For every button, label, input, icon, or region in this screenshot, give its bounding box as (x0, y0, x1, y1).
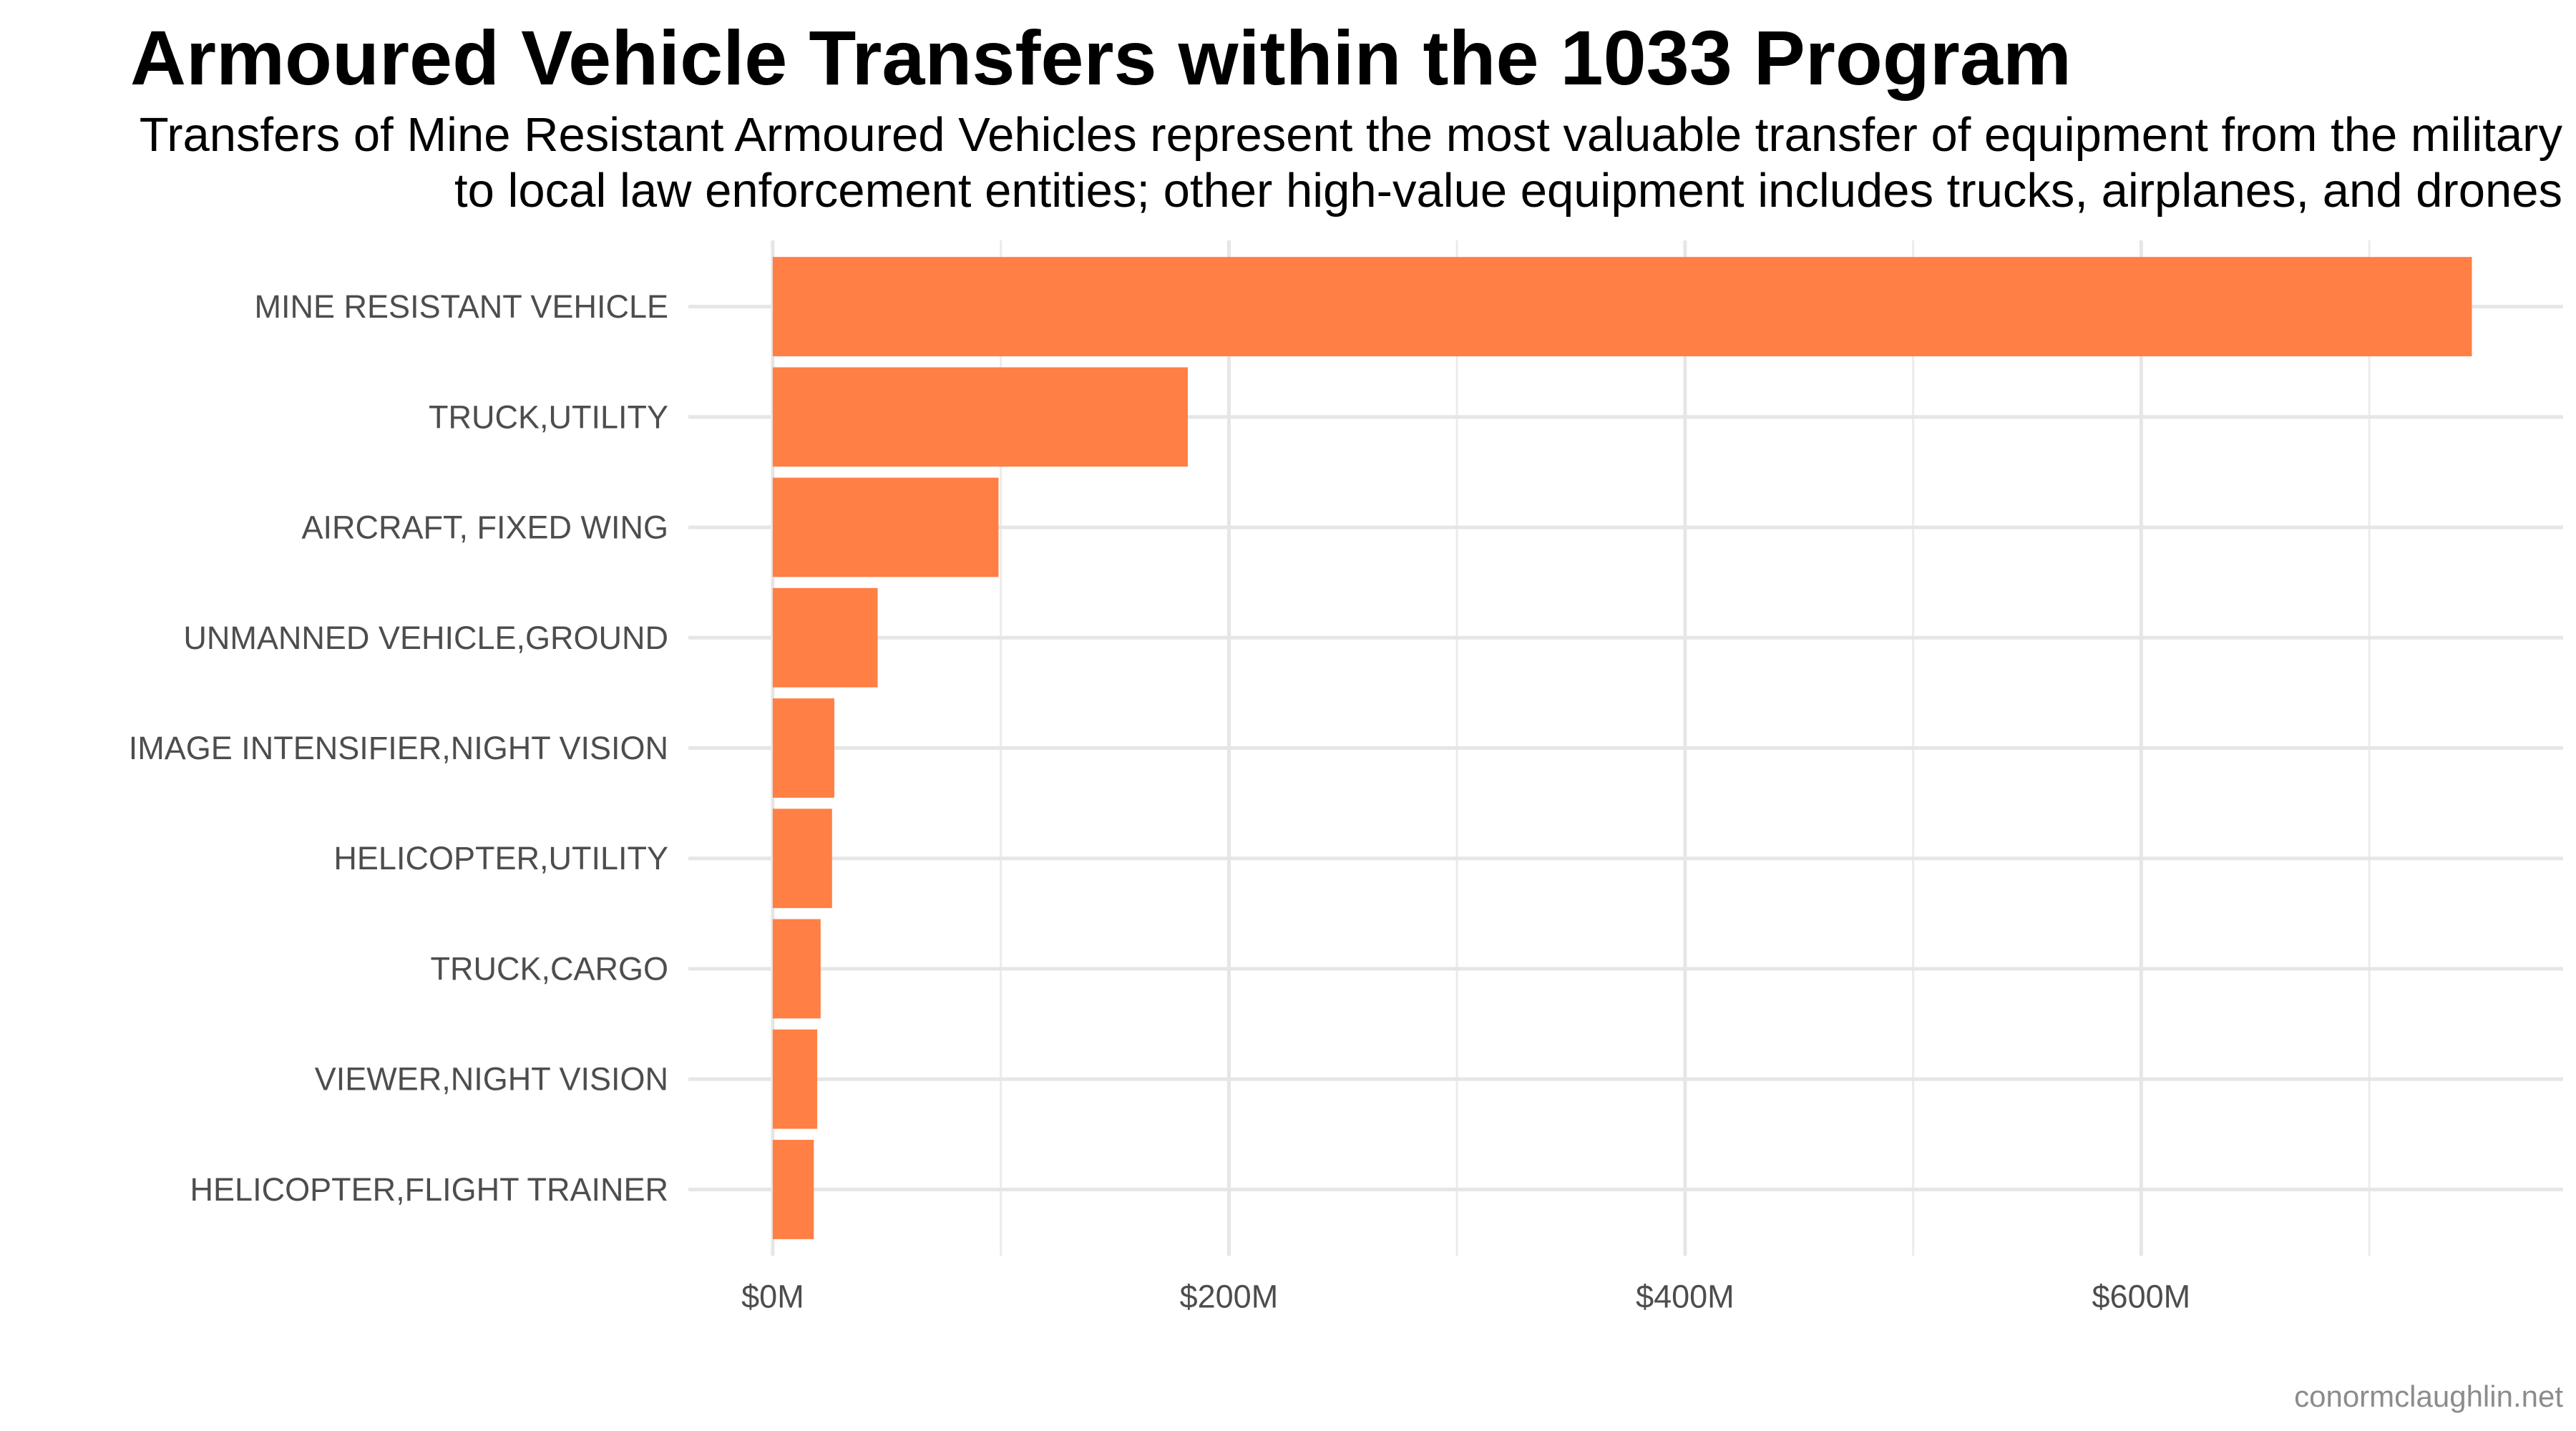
bar (772, 477, 999, 577)
bar (772, 809, 832, 909)
bar (772, 367, 1189, 467)
category-label: IMAGE INTENSIFIER,NIGHT VISION (129, 730, 668, 766)
category-label: HELICOPTER,UTILITY (333, 840, 668, 876)
category-label: VIEWER,NIGHT VISION (315, 1061, 668, 1098)
x-tick-label: $0M (741, 1279, 804, 1315)
category-label: HELICOPTER,FLIGHT TRAINER (190, 1171, 668, 1208)
value-axis-labels: $0M $200M $400M $600M (741, 1279, 2190, 1315)
bar (772, 1029, 818, 1129)
category-label: MINE RESISTANT VEHICLE (255, 288, 668, 325)
bars (772, 257, 2472, 1239)
bar (772, 1140, 814, 1239)
bar (772, 587, 878, 688)
x-tick-label: $400M (1636, 1279, 1735, 1315)
category-axis-labels: MINE RESISTANT VEHICLE TRUCK,UTILITY AIRCR… (129, 288, 668, 1208)
chart-subtitle-line-2: to local law enforcement entities; other… (454, 164, 2562, 218)
x-tick-label: $200M (1180, 1279, 1279, 1315)
bar (772, 919, 821, 1019)
category-label: UNMANNED VEHICLE,GROUND (183, 620, 668, 656)
category-label: TRUCK,CARGO (430, 950, 668, 987)
chart-subtitle-line-1: Transfers of Mine Resistant Armoured Veh… (139, 108, 2562, 162)
source-caption: conormclaughlin.net (2294, 1379, 2563, 1413)
chart-title: Armoured Vehicle Transfers within the 10… (130, 14, 2072, 101)
category-label: TRUCK,UTILITY (429, 399, 668, 435)
x-tick-label: $600M (2092, 1279, 2191, 1315)
bar (772, 698, 834, 798)
chart-subtitle: Transfers of Mine Resistant Armoured Veh… (58, 107, 2562, 219)
category-label: AIRCRAFT, FIXED WING (301, 509, 668, 546)
bar (772, 257, 2472, 356)
